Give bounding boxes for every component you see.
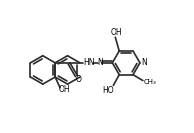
Text: HN: HN	[83, 58, 94, 67]
Text: OH: OH	[58, 85, 70, 94]
Text: CH₃: CH₃	[143, 79, 156, 85]
Text: OH: OH	[110, 28, 122, 37]
Text: N: N	[98, 58, 103, 67]
Text: HO: HO	[103, 86, 114, 95]
Text: O: O	[75, 75, 81, 84]
Text: N: N	[141, 58, 147, 67]
